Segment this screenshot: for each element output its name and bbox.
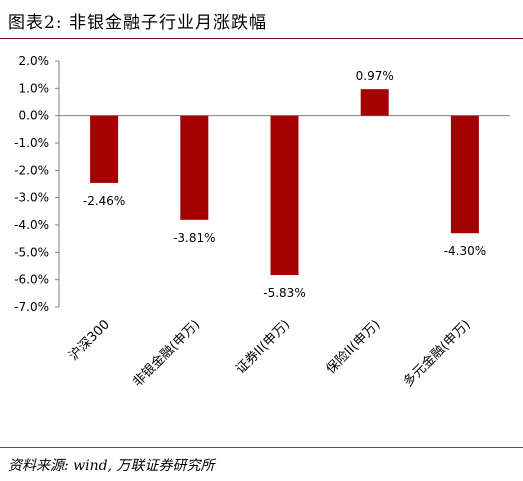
y-tick-label: -5.0% [14,245,49,259]
data-label: -2.46% [83,194,125,208]
x-tick-label: 多元金融(申万) [400,317,474,391]
title-bar: 图表2: 非银金融子行业月涨跌幅 [0,0,523,40]
bar [90,115,119,183]
y-tick-label: 0.0% [19,109,50,123]
y-tick-label: -3.0% [14,191,49,205]
bar [360,89,389,116]
title-rule [0,38,523,39]
data-label: 0.97% [356,69,394,83]
data-label: -5.83% [263,286,305,300]
bar [450,115,479,234]
y-tick-label: -7.0% [14,300,49,314]
bar [180,115,209,220]
source-note: 资料来源: wind, 万联证券研究所 [8,458,215,474]
y-tick-label: -4.0% [14,218,49,232]
chart-area: 2.0% 1.0% 0.0% -1.0% -2.0% -3.0% -4.0% -5.0% -6.… [0,40,523,445]
bar-chart: 2.0% 1.0% 0.0% -1.0% -2.0% -3.0% -4.0% -5.0% -6.… [14,54,510,391]
y-tick-label: -1.0% [14,136,49,150]
chart-title: 图表2: 非银金融子行业月涨跌幅 [8,13,267,33]
x-tick-label: 证券II(申万) [233,317,294,378]
y-tick-label: -6.0% [14,273,49,287]
data-label: -3.81% [173,231,215,245]
x-tick-label: 非银金融(申万) [129,317,203,391]
x-tick-label: 沪深300 [66,317,113,364]
y-tick-label: -2.0% [14,163,49,177]
bar [270,115,299,276]
y-tick-label: 2.0% [19,54,50,68]
x-tick-label: 保险II(申万) [324,317,384,377]
data-label: -4.30% [444,244,486,258]
y-tick-label: 1.0% [19,81,50,95]
footer-rule [0,447,523,448]
